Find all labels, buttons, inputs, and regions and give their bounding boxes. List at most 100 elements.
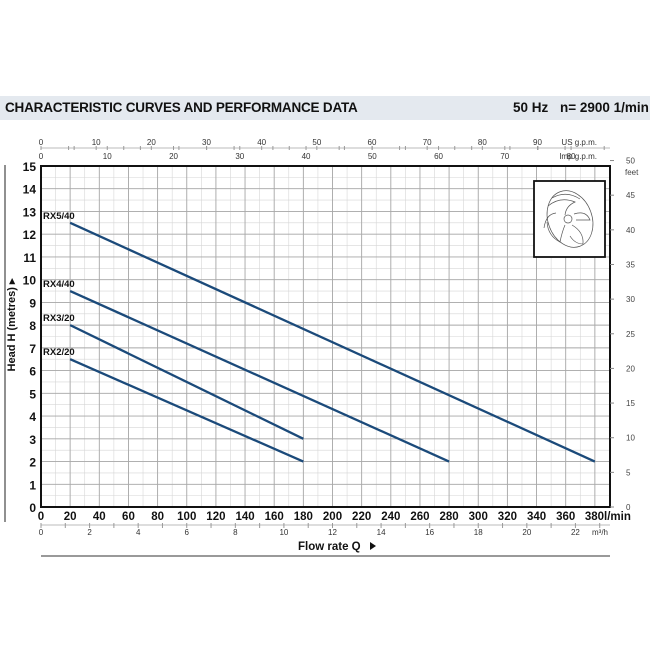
us-gpm-tick-label: 0 [39, 138, 44, 147]
imp-gpm-tick-label: 40 [302, 152, 311, 161]
curve-label: RX5/40 [43, 211, 75, 222]
curve-rx3-20 [69, 324, 304, 440]
curve-rx5-40 [69, 221, 596, 463]
curve-label: RX3/20 [43, 313, 75, 324]
imp-gpm-tick-label: 0 [39, 152, 44, 161]
us-gpm-tick-label: 30 [202, 138, 211, 147]
m3h-tick-label: 6 [185, 528, 190, 537]
frequency-label: 50 Hz [513, 100, 549, 115]
x-tick-label: 20 [64, 511, 77, 523]
x-tick-label: 360 [556, 511, 575, 523]
m3h-tick-label: 16 [425, 528, 434, 537]
y-tick-label: 3 [29, 433, 36, 447]
imp-gpm-tick-label: 20 [169, 152, 178, 161]
y-tick-label: 8 [29, 319, 36, 333]
x-tick-label: 180 [294, 511, 313, 523]
us-gpm-tick-label: 10 [92, 138, 101, 147]
feet-tick-label: 0 [626, 503, 631, 512]
us-gpm-unit: US g.p.m. [561, 138, 597, 147]
imp-gpm-tick-label: 50 [368, 152, 377, 161]
y-tick-label: 7 [29, 342, 36, 356]
y-tick-label: 12 [23, 228, 37, 242]
us-gpm-tick-label: 60 [368, 138, 377, 147]
x-axis-title: Flow rate Q [298, 541, 361, 553]
feet-unit: feet [625, 168, 639, 177]
y-tick-label: 0 [29, 501, 36, 515]
y-tick-label: 2 [29, 456, 36, 470]
y-tick-label: 13 [23, 205, 37, 219]
us-gpm-tick-label: 90 [533, 138, 542, 147]
x-tick-label: 200 [323, 511, 342, 523]
speed-label: n= 2900 1/min [560, 100, 649, 115]
x-tick-label: 100 [177, 511, 196, 523]
x-tick-label: 240 [381, 511, 400, 523]
x-tick-label: 340 [527, 511, 546, 523]
plot-frame [40, 165, 611, 508]
m3h-tick-label: 22 [571, 528, 580, 537]
imp-gpm-tick-label: 80 [567, 152, 576, 161]
m3h-tick-label: 18 [474, 528, 483, 537]
us-gpm-tick-label: 80 [478, 138, 487, 147]
y-tick-label: 9 [29, 296, 36, 310]
feet-tick-label: 25 [626, 330, 635, 339]
curve-rx4-40 [69, 289, 450, 463]
m3h-unit: m³/h [592, 528, 608, 537]
imp-gpm-tick-label: 70 [500, 152, 509, 161]
imp-gpm-tick-label: 30 [235, 152, 244, 161]
feet-tick-label: 50 [626, 157, 635, 166]
curve-rx2-20 [69, 358, 304, 463]
us-gpm-tick-label: 20 [147, 138, 156, 147]
m3h-tick-label: 2 [87, 528, 92, 537]
y-tick-label: 5 [29, 387, 36, 401]
imp-gpm-unit: Imp g.p.m. [559, 152, 597, 161]
y-tick-label: 1 [29, 478, 36, 492]
x-tick-label: 120 [206, 511, 225, 523]
chart-title: CHARACTERISTIC CURVES AND PERFORMANCE DA… [5, 100, 358, 115]
y-axis-title: Head H (metres) ▸ [6, 278, 18, 371]
feet-tick-label: 20 [626, 364, 635, 373]
feet-tick-label: 45 [626, 191, 635, 200]
m3h-tick-label: 12 [328, 528, 337, 537]
x-tick-label: 0 [38, 511, 44, 523]
us-gpm-tick-label: 50 [312, 138, 321, 147]
y-tick-label: 6 [29, 365, 36, 379]
y-tick-label: 14 [23, 183, 37, 197]
curve-label: RX4/40 [43, 279, 75, 290]
x-axis-arrow-icon [370, 542, 376, 550]
chart-header: CHARACTERISTIC CURVES AND PERFORMANCE DA… [0, 96, 650, 120]
x-tick-label: 280 [440, 511, 459, 523]
imp-gpm-tick-label: 60 [434, 152, 443, 161]
x-tick-label: 300 [469, 511, 488, 523]
feet-tick-label: 30 [626, 295, 635, 304]
m3h-tick-label: 8 [233, 528, 238, 537]
x-tick-label: 320 [498, 511, 517, 523]
imp-gpm-tick-label: 10 [103, 152, 112, 161]
feet-tick-label: 40 [626, 226, 635, 235]
us-gpm-tick-label: 40 [257, 138, 266, 147]
m3h-tick-label: 20 [522, 528, 531, 537]
x-tick-label: 220 [352, 511, 371, 523]
x-tick-label: 80 [151, 511, 164, 523]
us-gpm-tick-label: 70 [423, 138, 432, 147]
m3h-tick-label: 4 [136, 528, 141, 537]
x-tick-label: 60 [122, 511, 135, 523]
y-tick-label: 11 [23, 251, 36, 265]
m3h-tick-label: 0 [39, 528, 44, 537]
m3h-tick-label: 10 [279, 528, 288, 537]
feet-tick-label: 15 [626, 399, 635, 408]
impeller-inset-box [533, 180, 606, 258]
y-tick-label: 4 [29, 410, 36, 424]
y-tick-label: 15 [23, 160, 37, 174]
y-tick-label: 10 [23, 274, 37, 288]
x-tick-label: 40 [93, 511, 106, 523]
x-tick-label: 140 [235, 511, 254, 523]
x-tick-label: 260 [410, 511, 429, 523]
impeller-icon [543, 190, 594, 248]
feet-tick-label: 35 [626, 260, 635, 269]
curve-label: RX2/20 [43, 347, 75, 358]
feet-tick-label: 10 [626, 434, 635, 443]
m3h-tick-label: 14 [377, 528, 386, 537]
feet-tick-label: 5 [626, 468, 631, 477]
x-tick-label: 160 [265, 511, 284, 523]
